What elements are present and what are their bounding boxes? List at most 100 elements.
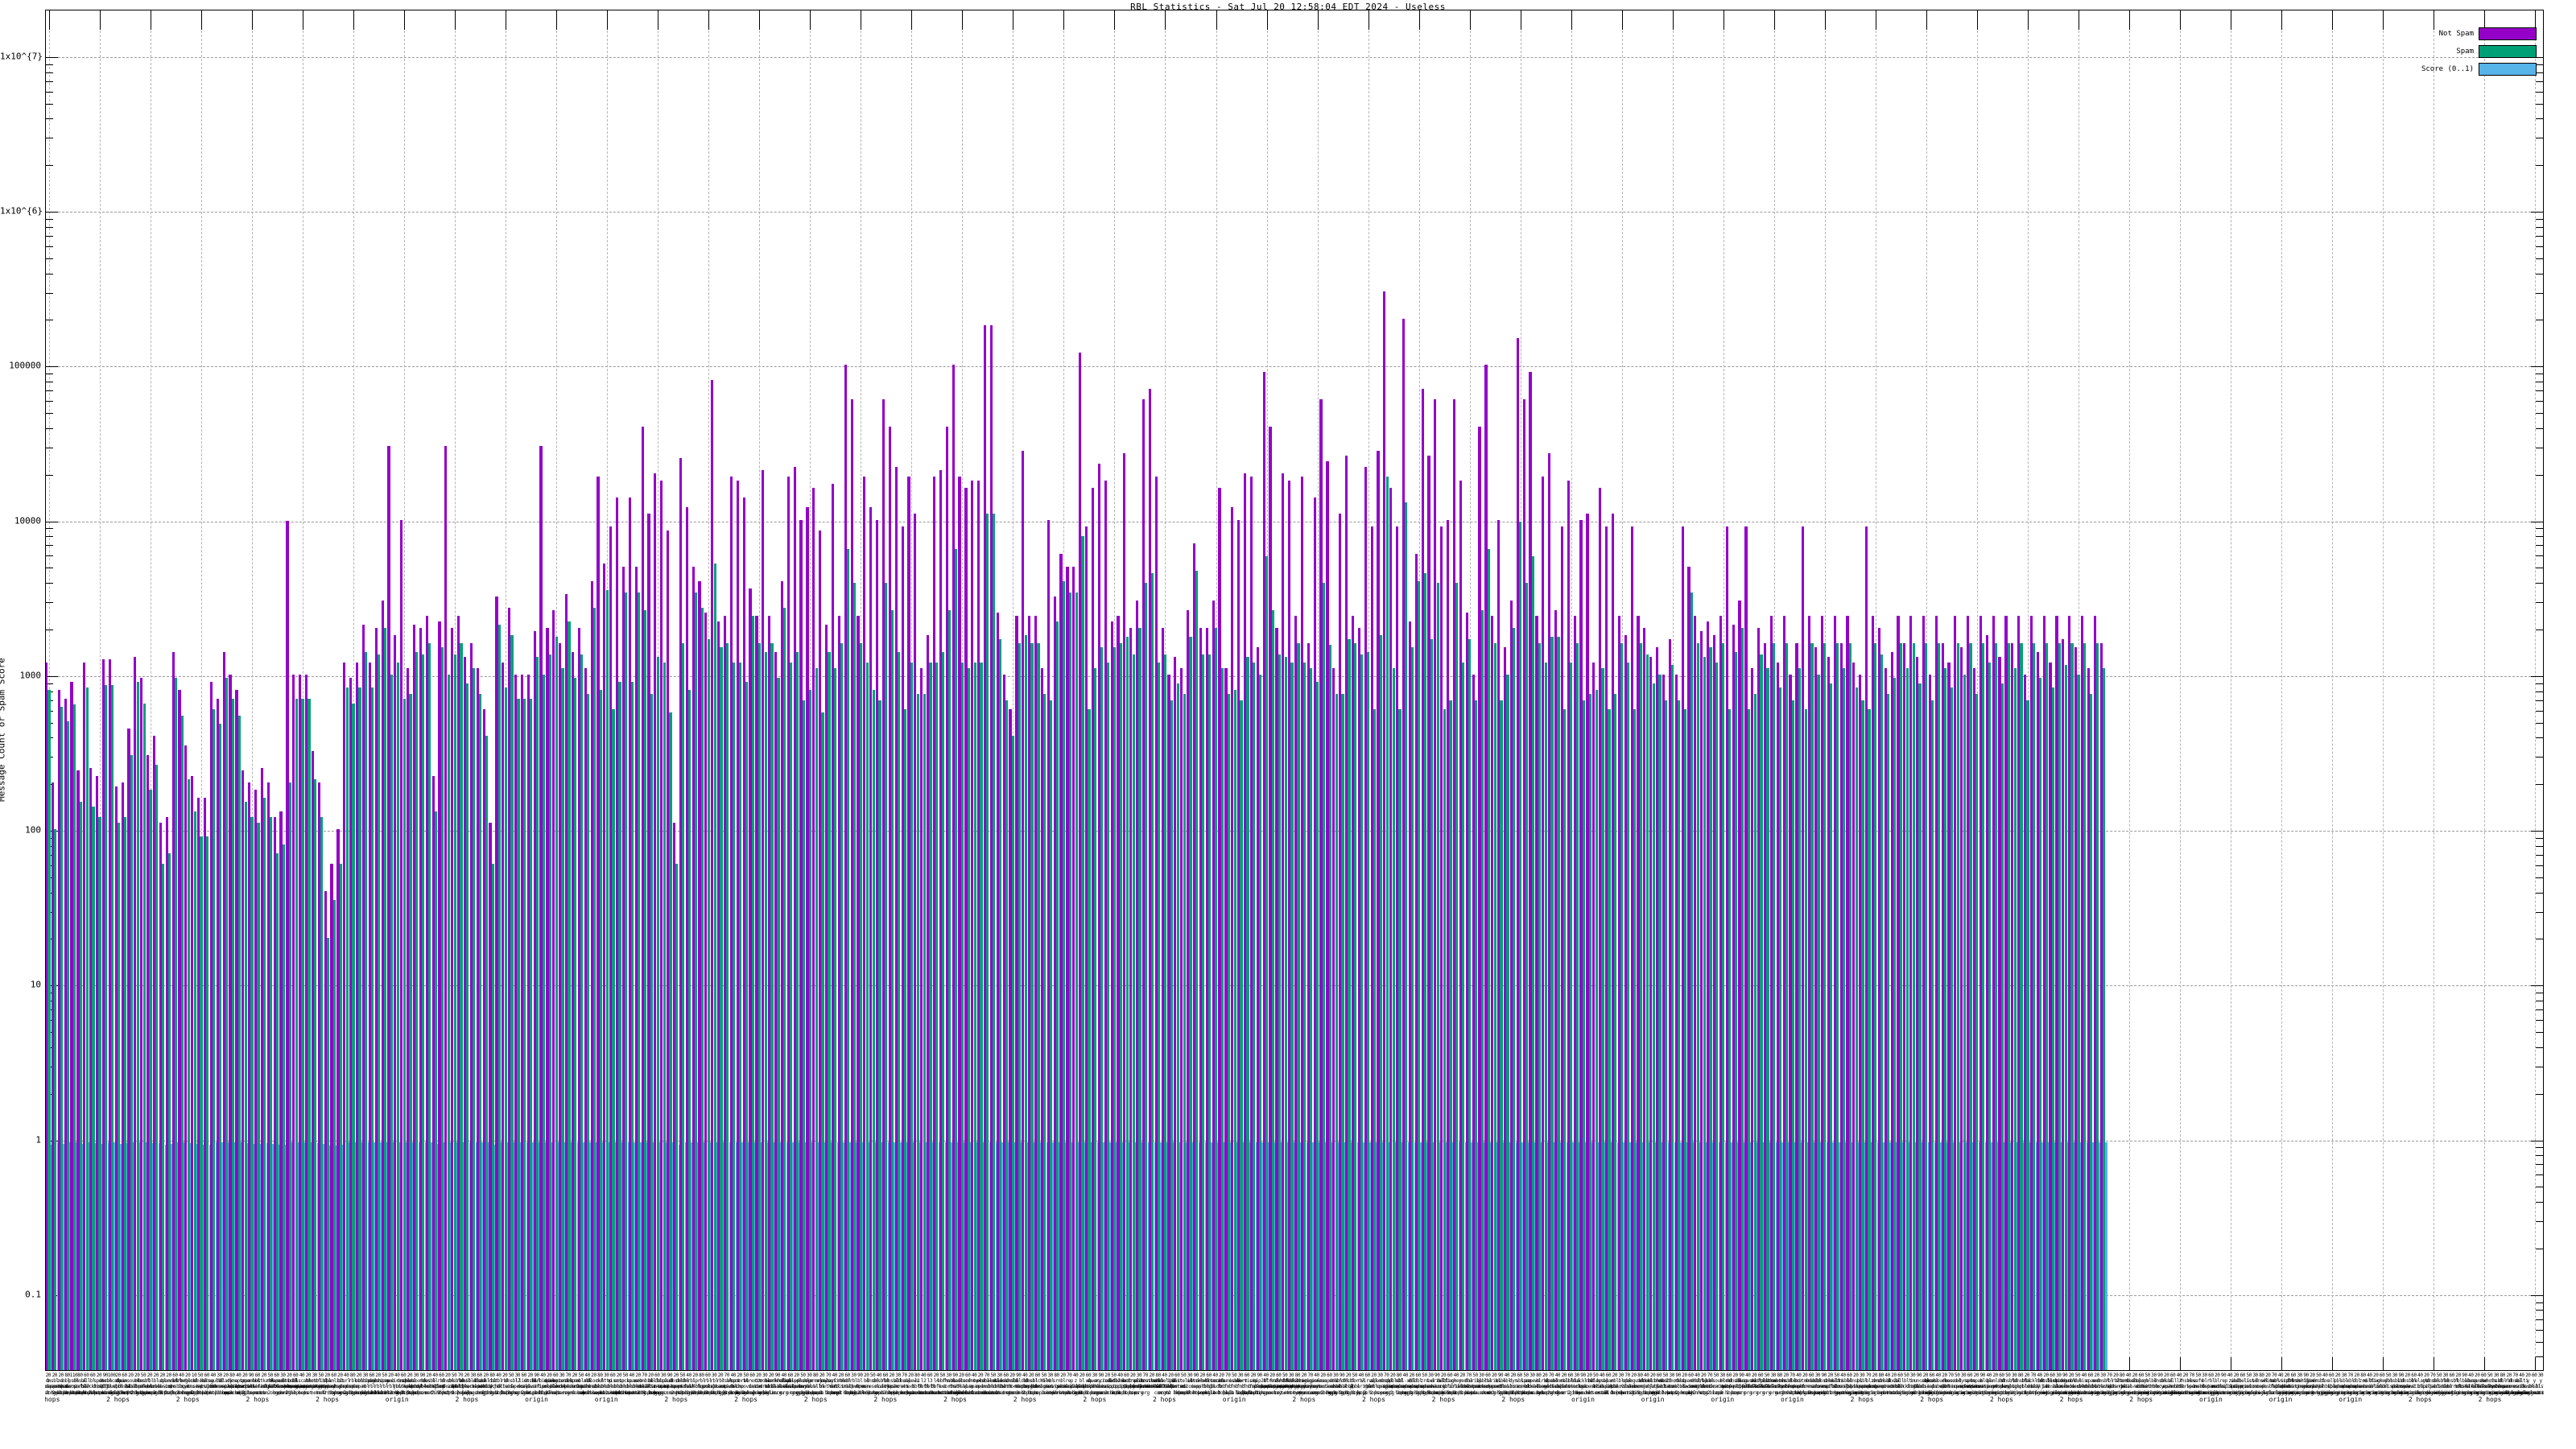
- y-axis-minor-tick: [2536, 474, 2543, 476]
- bar-spam: [1880, 654, 1884, 1370]
- bar-not-spam: [2049, 662, 2052, 1370]
- bar-not-spam: [368, 662, 371, 1370]
- x-axis-tick-label: 40 z mailspike net 2 hops: [1063, 1373, 1089, 1396]
- x-axis-tick-label: 90 sa-accredit habeas com: [1087, 1373, 1116, 1396]
- x-axis-tick-label: 80 rbl blakjak net 2 hops: [479, 1373, 506, 1396]
- y-axis-minor-tick: [46, 427, 53, 429]
- x-axis-tick-label: 50 uribl zeustracker abuse.ch: [1460, 1373, 1490, 1396]
- x-axis-tick-label: 30 sbl spamhaus org origin: [2330, 1373, 2358, 1396]
- bar-not-spam: [679, 458, 682, 1370]
- bar-spam: [1088, 708, 1091, 1370]
- x-axis-tick-label: 40 dnsbl njabl org 2 hops: [1633, 1373, 1660, 1396]
- x-axis-tick-label: 60 list quorum to 2 hops: [1165, 1373, 1189, 1396]
- bar-not-spam: [83, 662, 86, 1370]
- bar-spam: [149, 790, 152, 1370]
- x-axis-tick-label: 30 l2 apews org origin: [504, 1373, 531, 1396]
- bar-spam: [1570, 662, 1573, 1370]
- bar-spam: [523, 698, 526, 1370]
- bar-not-spam: [1928, 674, 1931, 1370]
- bar-spam: [497, 624, 501, 1370]
- bar-spam: [1855, 687, 1858, 1370]
- x-axis-tick-label: 40 sbl-xbl spamhaus org: [1395, 1373, 1416, 1396]
- y-axis-minor-tick: [46, 226, 53, 228]
- y-axis-minor-tick: [46, 80, 53, 82]
- bar-not-spam: [1916, 656, 1919, 1370]
- bar-not-spam: [1909, 615, 1913, 1370]
- y-axis-minor-tick: [46, 583, 53, 584]
- bar-spam: [1341, 693, 1344, 1370]
- bar-spam: [332, 899, 336, 1370]
- x-axis-tick-label: 20 0spam fusionzero com origin: [1963, 1373, 1990, 1396]
- x-axis-tick-label: 20 bl spameatingmonkey net: [287, 1373, 329, 1396]
- bar-not-spam: [1472, 674, 1475, 1370]
- x-axis-tick-label: 20 bl mav com.br 2 hops: [849, 1373, 884, 1396]
- x-axis-tick-label: 20 dnsbl rymsho ru origin: [2154, 1373, 2178, 1396]
- bar-not-spam: [1903, 642, 1906, 1370]
- y-axis-minor-tick: [2536, 1310, 2543, 1311]
- x-axis-tick-label: 50 dnsbl zapbl net 2 hops: [441, 1373, 468, 1396]
- bar-not-spam: [2017, 615, 2021, 1370]
- y-axis-minor-tick: [2536, 877, 2543, 878]
- x-axis-tick: [2281, 10, 2283, 30]
- x-axis-tick-label: 70 rep mailspike net 2 hops: [1056, 1373, 1083, 1396]
- bar-spam: [383, 628, 387, 1370]
- bar-spam: [1354, 642, 1357, 1370]
- y-axis-tick: [2531, 675, 2543, 677]
- bar-not-spam: [1707, 621, 1710, 1370]
- y-axis-minor-tick: [2536, 737, 2543, 739]
- bar-not-spam: [819, 530, 822, 1370]
- x-axis-tick-label: 20 bogons cymru com origin 2 hops: [175, 1373, 201, 1403]
- x-axis-tick-label: 20 pbl spamhaus org origin: [2324, 1373, 2351, 1396]
- bar-spam: [1462, 662, 1465, 1370]
- y-axis-minor-tick: [2536, 118, 2543, 120]
- bar-spam: [1138, 628, 1141, 1370]
- bar-spam: [555, 637, 558, 1370]
- bar-spam: [973, 662, 976, 1370]
- x-axis-tick-label: 30 fresh15 spameatingmonkey net origin: [2278, 1373, 2321, 1396]
- bar-not-spam: [1326, 460, 1329, 1370]
- x-axis-tick: [1773, 10, 1775, 30]
- bar-not-spam: [381, 601, 384, 1370]
- bar-not-spam: [698, 581, 701, 1370]
- bar-spam: [320, 816, 324, 1370]
- bar-not-spam: [330, 863, 333, 1370]
- bar-spam: [1779, 687, 1782, 1370]
- bar-not-spam: [260, 767, 264, 1370]
- y-axis-tick: [2531, 366, 2543, 368]
- bar-not-spam: [660, 480, 663, 1370]
- bar-spam: [1081, 536, 1084, 1370]
- bar-not-spam: [717, 621, 720, 1370]
- x-axis-tick-label: 20 dialups mail-abuse org origin: [2121, 1373, 2149, 1396]
- bar-spam: [390, 674, 393, 1370]
- bar-spam: [1734, 651, 1738, 1370]
- bar-not-spam: [1820, 615, 1824, 1370]
- x-axis-tick: [2484, 1357, 2486, 1370]
- bar-spam: [656, 656, 659, 1370]
- bar-spam: [1303, 662, 1307, 1370]
- bar-spam: [548, 654, 551, 1370]
- x-axis-tick-label: 20 dnsbl spfbl net 1 hop: [1818, 1373, 1843, 1396]
- x-axis-tick-label: 50 relays bl kundenserver.de: [1576, 1373, 1616, 1396]
- x-axis-tick-label: 20 sip24 fmb la origin: [2275, 1373, 2299, 1396]
- bar-not-spam: [495, 596, 498, 1370]
- bar-spam: [935, 662, 939, 1370]
- x-axis-tick: [2027, 10, 2029, 30]
- bar-spam: [1449, 700, 1452, 1370]
- bar-spam: [795, 651, 799, 1370]
- bar-spam: [1500, 700, 1503, 1370]
- bar-spam: [1785, 642, 1789, 1370]
- bar-score: [2105, 1141, 2108, 1370]
- x-axis-tick-label: 80 sbl spamhaus org 2 hops: [1385, 1373, 1413, 1396]
- bar-not-spam: [1459, 480, 1462, 1370]
- bar-not-spam: [768, 615, 771, 1370]
- x-axis-tick-label: 60 dbl spamhaus org 2 hops: [1405, 1373, 1432, 1396]
- bar-not-spam: [46, 662, 48, 1370]
- bar-spam: [504, 687, 507, 1370]
- bar-spam: [612, 708, 615, 1370]
- bar-not-spam: [349, 678, 353, 1370]
- bar-not-spam: [1199, 628, 1202, 1370]
- y-axis-tick: [2531, 1294, 2543, 1296]
- bar-spam: [916, 693, 919, 1370]
- bar-not-spam: [552, 610, 555, 1370]
